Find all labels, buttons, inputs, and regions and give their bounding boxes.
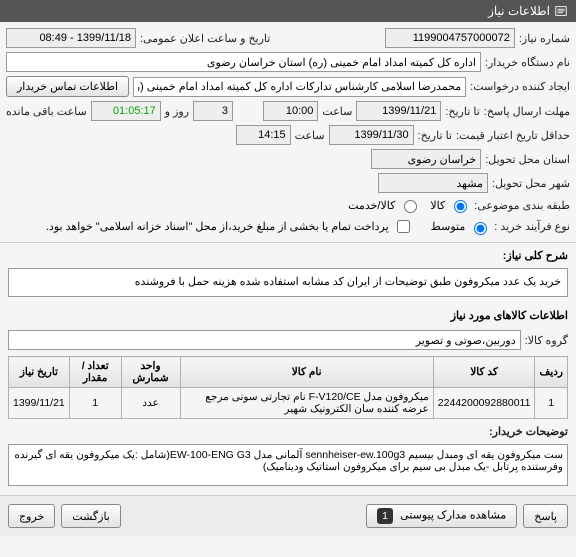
th-name: نام کالا [180, 357, 433, 388]
view-attachments-label: مشاهده مدارک پیوستی [400, 510, 506, 522]
cat-service-option[interactable]: کالا/خدمت [348, 197, 420, 213]
td-code: 2244200092880011 [433, 388, 535, 419]
req-no-label: شماره نیاز: [519, 32, 570, 45]
table-row: 1 2244200092880011 میکروفون مدل F-V120/C… [9, 388, 568, 419]
attachment-count-badge: 1 [377, 508, 393, 524]
creator-field [133, 77, 466, 97]
partial-payment-checkbox[interactable] [397, 220, 410, 233]
cat-service-radio[interactable] [404, 200, 417, 213]
answer-button[interactable]: پاسخ [523, 504, 568, 528]
buy-type-medium-label: متوسط [431, 220, 466, 233]
buyer-notes-text[interactable] [8, 444, 568, 486]
validity-time-field [236, 125, 291, 145]
validity-label: حداقل تاریخ اعتبار قیمت: [456, 129, 570, 142]
group-field [8, 330, 521, 350]
time-label-2: ساعت [295, 129, 325, 142]
section-toolbar: اطلاعات نیاز [0, 0, 576, 22]
info-icon [554, 4, 568, 18]
days-remaining-field [193, 101, 233, 121]
buyer-org-field [6, 52, 481, 72]
buy-type-label: نوع فرآیند خرید : [494, 220, 570, 233]
time-label-1: ساعت [322, 105, 352, 118]
cat-goods-option[interactable]: کالا [430, 197, 470, 213]
req-no-field [385, 28, 515, 48]
view-attachments-button[interactable]: مشاهده مدارک پیوستی 1 [366, 504, 517, 528]
partial-payment-note: پرداخت تمام یا بخشی از مبلغ خرید،از محل … [46, 220, 389, 233]
category-label: طبقه بندی موضوعی: [474, 199, 570, 212]
city-label: شهر محل تحویل: [492, 177, 570, 190]
province-field [371, 149, 481, 169]
buy-type-medium-option[interactable]: متوسط [431, 219, 491, 235]
td-row: 1 [535, 388, 568, 419]
deadline-date-field [356, 101, 441, 121]
items-table: ردیف کد کالا نام کالا واحد شمارش تعداد /… [8, 356, 568, 419]
announce-field [6, 28, 136, 48]
table-header-row: ردیف کد کالا نام کالا واحد شمارش تعداد /… [9, 357, 568, 388]
until-label-2: تا تاریخ: [418, 129, 452, 142]
footer-bar: پاسخ مشاهده مدارک پیوستی 1 بازگشت خروج [0, 495, 576, 536]
contact-buyer-button[interactable]: اطلاعات تماس خریدار [6, 76, 129, 97]
th-unit: واحد شمارش [121, 357, 180, 388]
toolbar-title: اطلاعات نیاز [488, 4, 550, 18]
validity-date-field [329, 125, 414, 145]
province-label: استان محل تحویل: [485, 153, 570, 166]
cat-service-label: کالا/خدمت [348, 199, 395, 212]
remaining-text: ساعت باقی مانده [6, 105, 87, 118]
partial-payment-option[interactable]: پرداخت تمام یا بخشی از مبلغ خرید،از محل … [46, 217, 413, 236]
td-name: میکروفون مدل F-V120/CE نام تجارتی سونی م… [180, 388, 433, 419]
th-qty: تعداد / مقدار [69, 357, 121, 388]
desc-header: شرح کلی نیاز: [0, 243, 576, 268]
buyer-notes-label: توضیحات خریدار: [489, 425, 568, 438]
creator-label: ایجاد کننده درخواست: [470, 80, 570, 93]
td-date: 1399/11/21 [9, 388, 70, 419]
td-unit: عدد [121, 388, 180, 419]
back-button[interactable]: بازگشت [61, 504, 121, 528]
until-label-1: تا تاریخ: [445, 105, 479, 118]
th-date: تاریخ نیاز [9, 357, 70, 388]
info-section: شماره نیاز: تاریخ و ساعت اعلان عمومی: نا… [0, 22, 576, 243]
announce-label: تاریخ و ساعت اعلان عمومی: [140, 32, 270, 45]
buyer-org-label: نام دستگاه خریدار: [485, 56, 570, 69]
days-word: روز و [165, 105, 189, 118]
group-label: گروه کالا: [525, 334, 568, 347]
buy-type-medium-radio[interactable] [474, 222, 487, 235]
desc-text: خرید یک عدد میکروفون طبق توضیحات از ایرا… [8, 268, 568, 297]
deadline-send-label: مهلت ارسال پاسخ: [484, 105, 570, 118]
countdown-field [91, 101, 161, 121]
cat-goods-label: کالا [430, 199, 445, 212]
th-row: ردیف [535, 357, 568, 388]
exit-button[interactable]: خروج [8, 504, 55, 528]
td-qty: 1 [69, 388, 121, 419]
city-field [378, 173, 488, 193]
deadline-time-field [263, 101, 318, 121]
items-header: اطلاعات کالاهای مورد نیاز [0, 303, 576, 328]
th-code: کد کالا [433, 357, 535, 388]
cat-goods-radio[interactable] [454, 200, 467, 213]
